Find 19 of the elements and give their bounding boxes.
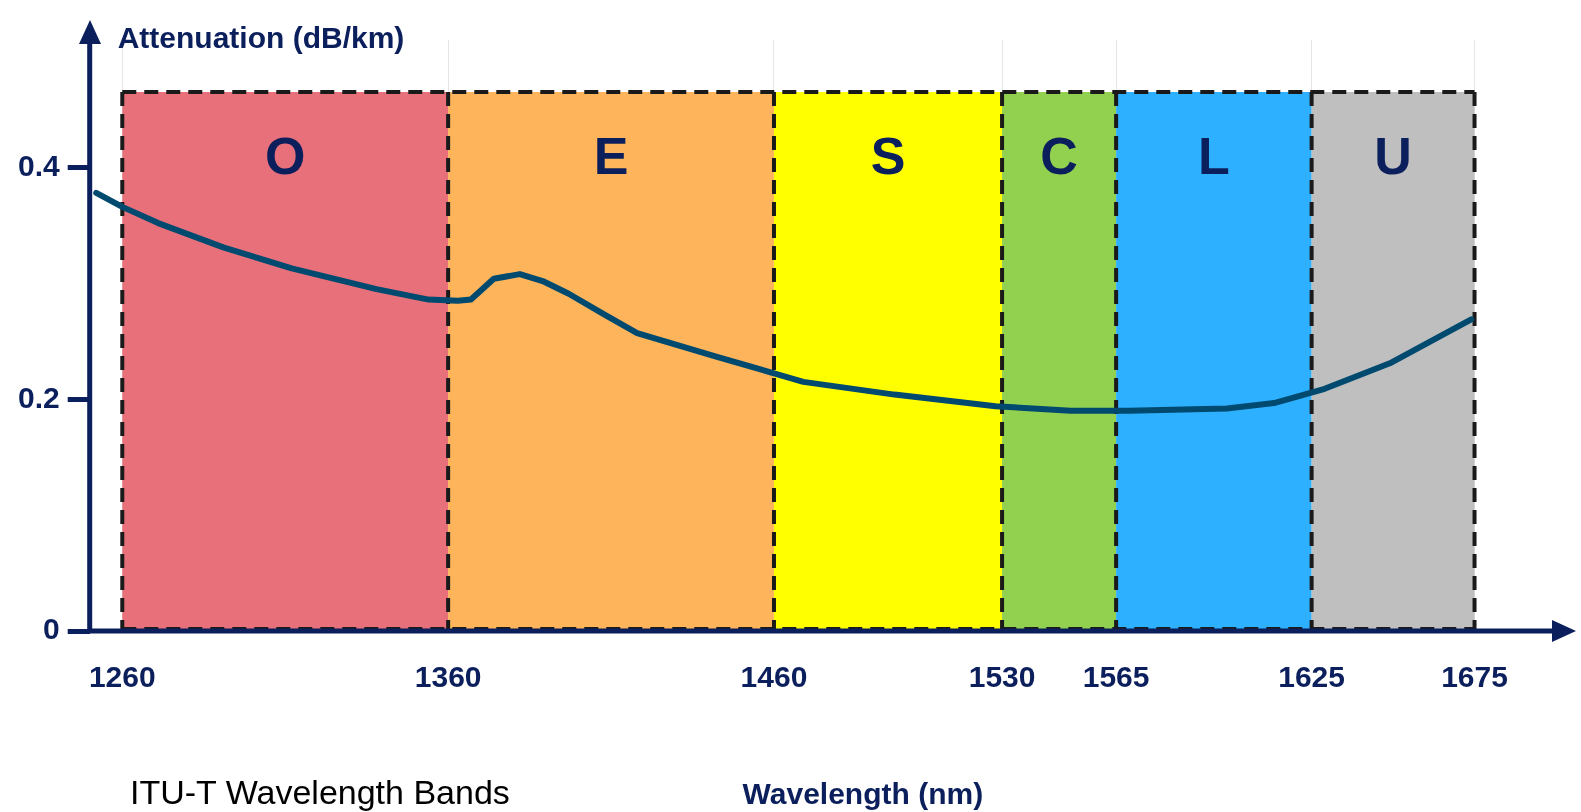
x-axis-title: Wavelength (nm) xyxy=(742,777,984,810)
x-tick-label: 1530 xyxy=(968,660,1036,694)
y-tick-label: 0.2 xyxy=(17,380,60,414)
band-label: L xyxy=(1197,127,1230,186)
y-tick-label: 0.4 xyxy=(17,148,60,182)
x-tick-label: 1625 xyxy=(1278,660,1345,694)
band-label: S xyxy=(870,127,906,186)
x-tick-label: 1675 xyxy=(1441,660,1508,694)
band-label: O xyxy=(264,127,306,186)
band-label: E xyxy=(593,127,629,186)
y-tick-label: 0 xyxy=(43,612,60,646)
x-tick-label: 1360 xyxy=(414,660,482,694)
x-tick-label: 1460 xyxy=(740,660,808,694)
y-axis-title: Attenuation (dB/km) xyxy=(117,21,405,54)
x-tick-label: 1260 xyxy=(88,660,156,694)
band-label: C xyxy=(1040,127,1078,186)
band-label: U xyxy=(1374,127,1412,186)
x-tick-label: 1565 xyxy=(1082,660,1150,694)
text: ITU-T Wavelength Bands xyxy=(130,773,510,811)
